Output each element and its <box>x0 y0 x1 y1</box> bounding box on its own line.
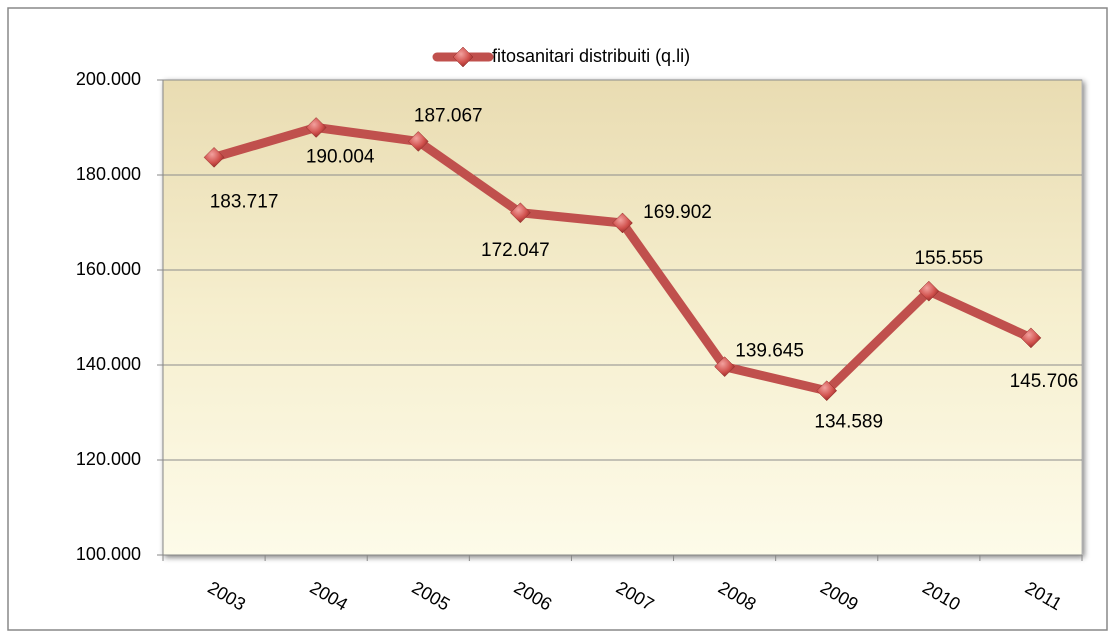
data-label: 169.902 <box>643 202 712 223</box>
y-tick-label: 100.000 <box>76 544 141 564</box>
legend-label: fitosanitari distribuiti (q.li) <box>492 46 690 66</box>
marker <box>203 146 225 168</box>
data-label: 190.004 <box>306 146 375 167</box>
y-tick-label: 120.000 <box>76 449 141 469</box>
marker <box>816 380 838 402</box>
plot-area <box>162 79 1083 556</box>
data-label: 155.555 <box>914 248 983 269</box>
data-label: 183.717 <box>210 191 279 212</box>
marker <box>510 202 531 224</box>
y-tick-label: 200.000 <box>76 69 141 89</box>
marker <box>918 280 940 302</box>
marker <box>714 356 735 378</box>
marker <box>1020 327 1042 349</box>
marker <box>407 131 429 152</box>
legend-marker <box>452 46 474 68</box>
data-label: 187.067 <box>414 105 483 126</box>
data-label: 145.706 <box>1010 371 1079 392</box>
data-label: 139.645 <box>735 341 804 362</box>
data-label: 172.047 <box>481 240 550 261</box>
marker <box>305 117 327 138</box>
y-tick-label: 140.000 <box>76 354 141 374</box>
marker <box>612 212 633 234</box>
y-tick-label: 180.000 <box>76 164 141 184</box>
data-label: 134.589 <box>814 412 883 433</box>
y-tick-label: 160.000 <box>76 259 141 279</box>
